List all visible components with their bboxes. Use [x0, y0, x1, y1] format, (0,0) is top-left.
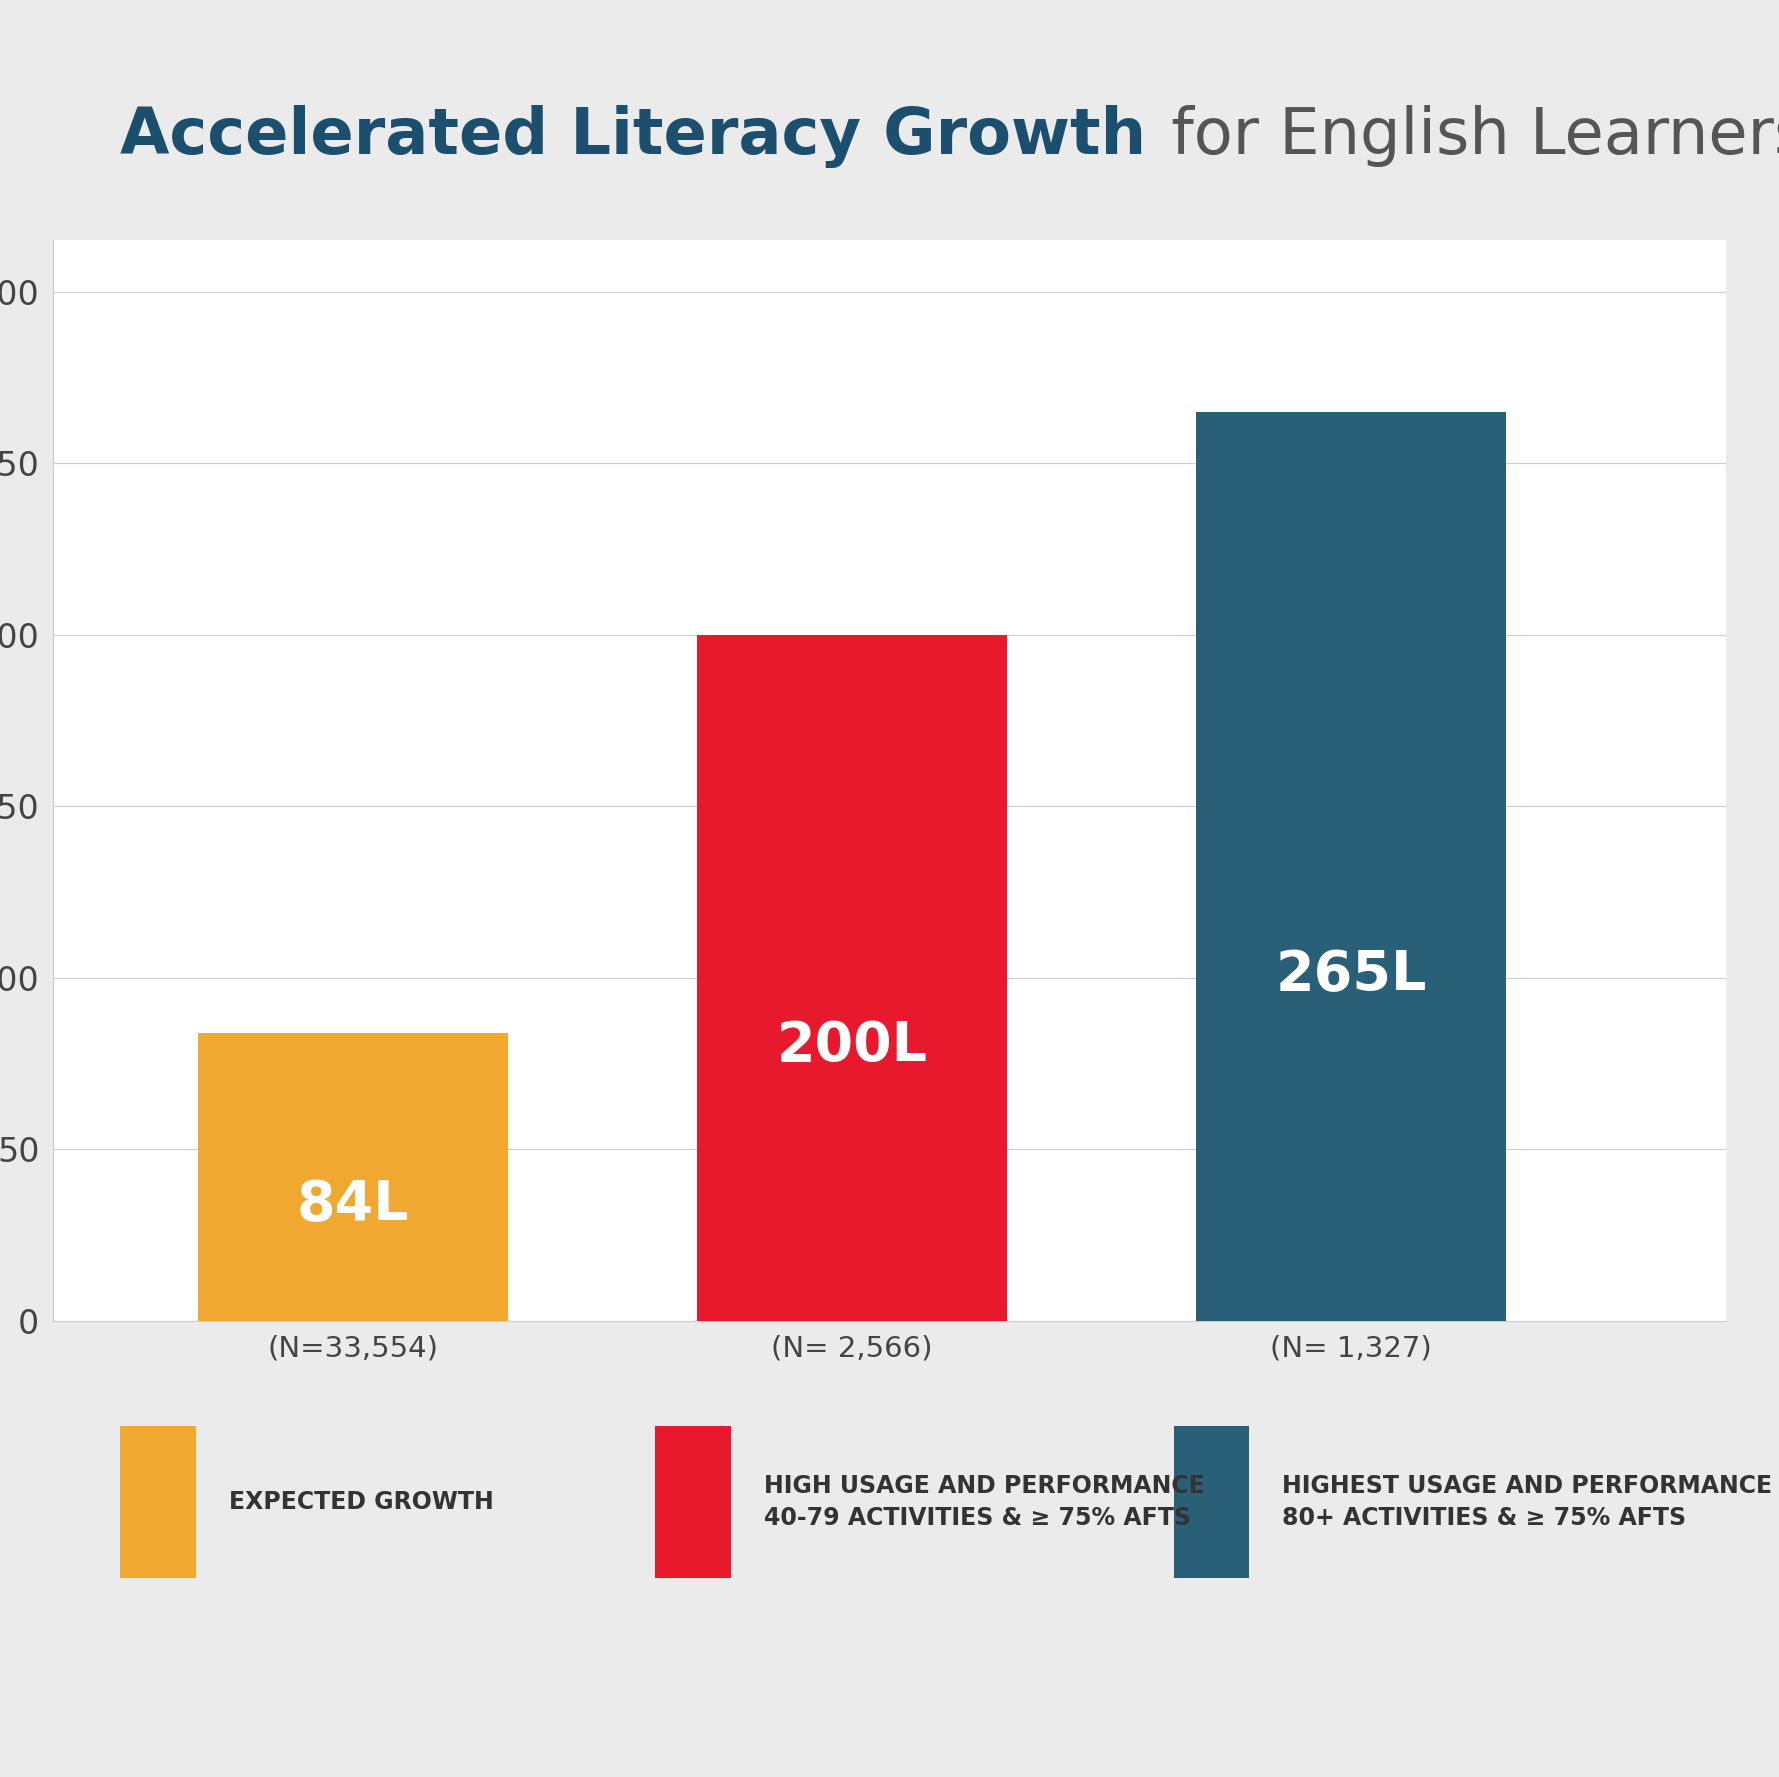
Text: 200L: 200L — [777, 1020, 927, 1073]
Bar — [1197, 412, 1507, 1320]
Text: 265L: 265L — [1276, 949, 1427, 1002]
Bar — [197, 1032, 507, 1320]
FancyBboxPatch shape — [1174, 1427, 1249, 1578]
FancyBboxPatch shape — [121, 1427, 196, 1578]
FancyBboxPatch shape — [655, 1427, 731, 1578]
Text: EXPECTED GROWTH: EXPECTED GROWTH — [229, 1491, 495, 1514]
Bar — [697, 634, 1007, 1320]
Text: Accelerated Literacy Growth: Accelerated Literacy Growth — [121, 105, 1146, 167]
Text: HIGH USAGE AND PERFORMANCE
40-79 ACTIVITIES & ≥ 75% AFTS: HIGH USAGE AND PERFORMANCE 40-79 ACTIVIT… — [765, 1475, 1204, 1530]
Text: HIGHEST USAGE AND PERFORMANCE
80+ ACTIVITIES & ≥ 75% AFTS: HIGHEST USAGE AND PERFORMANCE 80+ ACTIVI… — [1283, 1475, 1772, 1530]
Text: for English Learners: for English Learners — [1151, 105, 1779, 167]
Text: 84L: 84L — [297, 1178, 409, 1231]
